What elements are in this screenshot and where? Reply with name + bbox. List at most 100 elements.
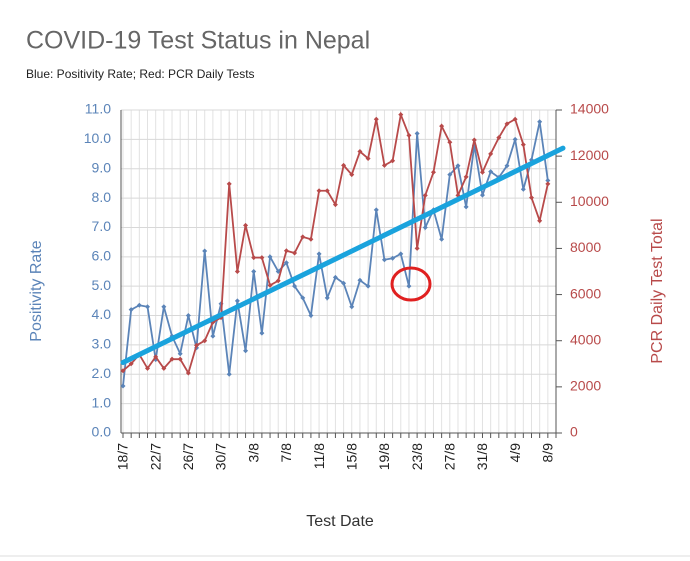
y2-tick-label: 10000 [570, 193, 609, 209]
point [332, 202, 338, 208]
y-tick-label: 10.0 [84, 130, 111, 146]
x-tick-label: 8/9 [540, 443, 556, 463]
point [185, 313, 191, 319]
point [226, 371, 232, 377]
point [512, 136, 518, 142]
y2-tick-label: 14000 [570, 101, 609, 117]
point [496, 135, 502, 141]
point [398, 251, 404, 257]
point [529, 195, 534, 201]
y2-tick-label: 12000 [570, 147, 609, 163]
point [177, 356, 183, 362]
point [398, 112, 404, 118]
point [226, 181, 232, 187]
point [341, 162, 347, 168]
point [194, 342, 200, 348]
x-tick-label: 31/8 [474, 443, 490, 470]
point [406, 283, 412, 289]
point [300, 295, 306, 301]
point [308, 313, 314, 319]
point [390, 158, 396, 164]
point [365, 155, 371, 161]
point [537, 218, 543, 224]
chart-subtitle: Blue: Positivity Rate; Red: PCR Daily Te… [26, 67, 255, 81]
y-tick-label: 4.0 [92, 306, 112, 322]
point [463, 204, 469, 210]
point [234, 298, 240, 304]
point [161, 365, 167, 371]
point [545, 177, 551, 183]
point [520, 186, 526, 192]
x-tick-label: 11/8 [311, 443, 327, 469]
x-tick-label: 22/7 [147, 443, 163, 470]
point [259, 330, 265, 336]
y2-tick-label: 8000 [570, 239, 601, 255]
point [439, 123, 445, 129]
point [202, 248, 208, 254]
point [545, 181, 551, 187]
x-tick-label: 18/7 [115, 443, 131, 470]
point [251, 269, 257, 274]
trendline [120, 145, 566, 366]
y-tick-label: 5.0 [92, 277, 112, 293]
x-tick-label: 23/8 [409, 443, 425, 470]
point [153, 354, 159, 360]
point [373, 116, 379, 122]
point [365, 283, 371, 289]
point [357, 277, 363, 283]
point [161, 304, 167, 310]
point [349, 304, 355, 310]
point [145, 304, 151, 310]
point [292, 250, 298, 256]
point [439, 236, 445, 242]
point [177, 351, 183, 357]
point [479, 192, 485, 198]
point [185, 370, 191, 376]
plot-area: 0.0 1.0 2.0 3.0 4.0 5.0 6.0 7.0 8.0 9.0 10.0 11.0 0 2… [84, 101, 609, 471]
point [136, 302, 142, 308]
y-tick-label: 3.0 [92, 336, 112, 352]
chart-title: COVID-19 Test Status in Nepal [26, 27, 370, 55]
y-tick-label: 6.0 [92, 248, 112, 264]
point [234, 269, 240, 274]
x-tick-label: 26/7 [180, 443, 196, 470]
point [357, 149, 363, 155]
point [169, 356, 175, 362]
point [422, 224, 428, 230]
point [292, 283, 298, 289]
point [300, 234, 306, 240]
point [390, 255, 396, 261]
y2-tick-label: 0 [570, 424, 578, 440]
point [381, 257, 387, 263]
point [267, 254, 273, 260]
point [349, 172, 355, 178]
y-tick-label: 1.0 [92, 394, 112, 410]
point [430, 169, 436, 175]
point [537, 119, 543, 125]
point [316, 251, 322, 257]
point [414, 130, 420, 136]
point [120, 383, 126, 389]
highlight-circle [390, 266, 432, 302]
point [324, 188, 330, 194]
y-tick-label: 7.0 [92, 218, 112, 234]
point [332, 274, 338, 280]
point [447, 139, 453, 145]
point [251, 255, 257, 261]
point [422, 192, 428, 198]
point [267, 282, 273, 288]
y2-tick-label: 2000 [570, 378, 601, 394]
point [406, 132, 412, 138]
x-tick-label: 4/9 [507, 443, 523, 463]
point [128, 361, 134, 367]
point [324, 295, 330, 301]
point [447, 172, 453, 178]
y-tick-label: 8.0 [92, 189, 112, 205]
y-axis-label: Positivity Rate [28, 240, 45, 341]
point [504, 163, 510, 169]
x-tick-label: 3/8 [245, 443, 261, 463]
point [488, 151, 494, 157]
point [479, 169, 485, 175]
point [308, 236, 314, 242]
